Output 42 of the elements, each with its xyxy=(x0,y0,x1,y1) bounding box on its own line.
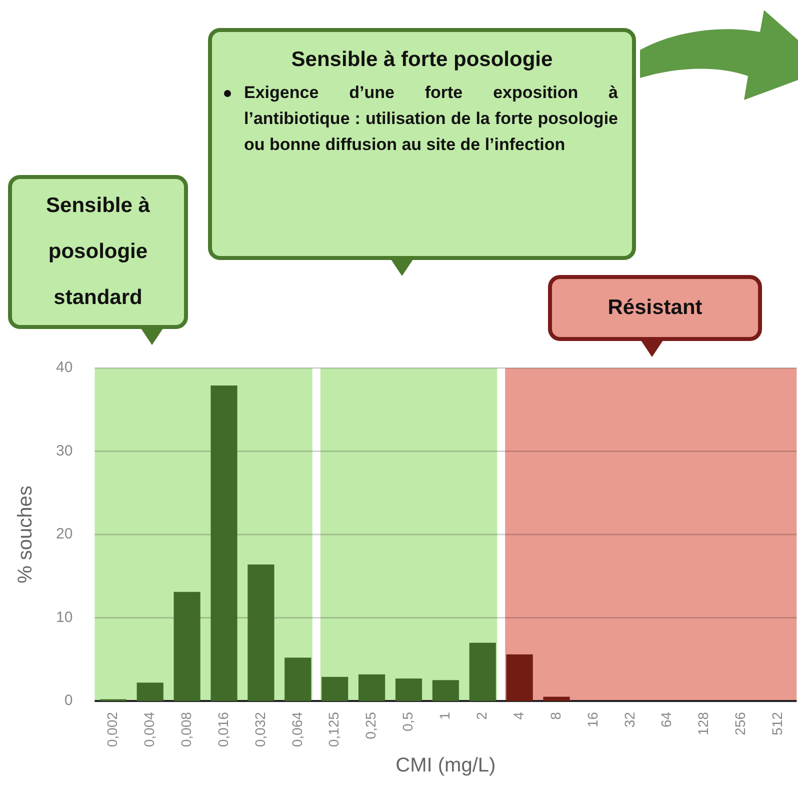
x-tick-label: 2 xyxy=(473,712,490,720)
y-tick-label: 0 xyxy=(64,692,73,710)
x-tick-label: 16 xyxy=(584,712,600,728)
y-tick-label: 10 xyxy=(56,608,73,626)
bar xyxy=(322,676,348,701)
x-tick-label: 32 xyxy=(621,712,638,728)
x-tick-label: 0,032 xyxy=(252,712,268,748)
x-tick-label: 8 xyxy=(547,712,564,720)
x-tick-label: 0,125 xyxy=(326,712,342,748)
x-tick-label: 0,004 xyxy=(140,712,157,748)
x-tick-label: 4 xyxy=(510,712,526,720)
x-tick-label: 0,008 xyxy=(178,712,194,748)
x-tick-label: 0,064 xyxy=(288,712,305,748)
bar xyxy=(248,564,274,701)
x-tick-label: 0,25 xyxy=(362,712,379,740)
y-tick-label: 20 xyxy=(56,526,73,543)
y-tick-label: 30 xyxy=(56,442,73,460)
bar xyxy=(395,678,422,701)
bar xyxy=(543,696,570,701)
bar xyxy=(174,592,200,701)
bar xyxy=(506,654,533,701)
y-tick-label: 40 xyxy=(56,359,73,376)
x-tick-label: 256 xyxy=(732,712,748,736)
bar xyxy=(210,385,238,701)
x-tick-label: 0,016 xyxy=(214,712,231,748)
x-tick-label: 128 xyxy=(695,712,712,736)
bar xyxy=(432,680,459,701)
x-axis-title: CMI (mg/L) xyxy=(396,754,496,777)
bar xyxy=(469,642,496,701)
x-tick-label: 64 xyxy=(658,712,674,728)
text: Exigence d’une forte exposition à l’antibiotique : utilisation de la forte posologie ou bonne diffusion au site de l’infection xyxy=(244,83,618,154)
x-tick-label: 0,002 xyxy=(104,712,120,748)
text: Sensible à posologie standard xyxy=(45,193,151,311)
x-tick-label: 512 xyxy=(769,712,786,736)
bar xyxy=(284,658,312,701)
bar xyxy=(358,674,386,701)
y-axis-title: % souches xyxy=(14,486,37,584)
bar xyxy=(136,682,164,701)
text: Sensible à forte posologie xyxy=(290,47,554,72)
text: Résistant xyxy=(606,295,704,321)
x-tick-label: 1 xyxy=(436,712,453,720)
x-tick-label: 0,5 xyxy=(400,712,416,732)
